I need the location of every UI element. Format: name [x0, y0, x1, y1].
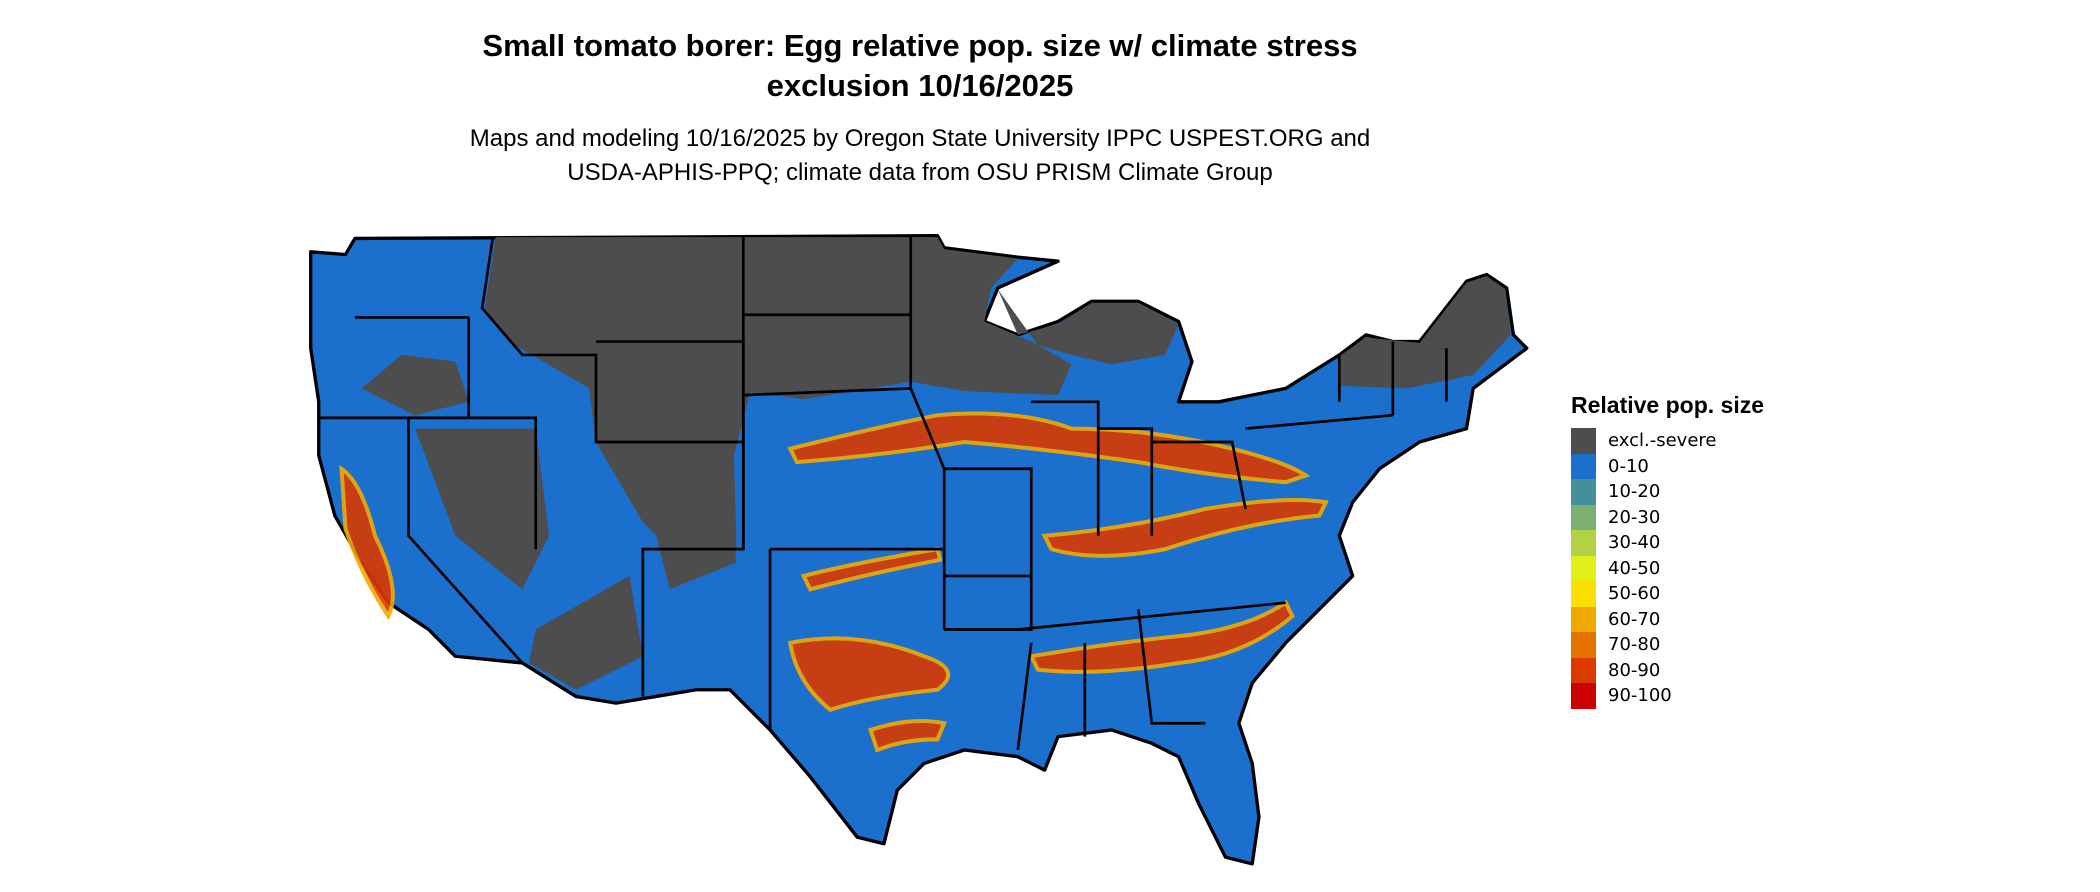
zone-gulf-coast [867, 718, 947, 753]
legend-items: excl.-severe 0-10 10-20 20-30 30-40 40-50 50-6… [1571, 428, 1764, 709]
legend-label: 10-20 [1608, 481, 1661, 503]
state-borders [318, 235, 1448, 751]
map-title-line1: Small tomato borer: Egg relative pop. si… [482, 28, 1358, 63]
excluded-southwest [529, 575, 643, 690]
legend-label: 0-10 [1608, 455, 1649, 477]
high-population-zones [339, 411, 1329, 753]
legend-item: 10-20 [1571, 479, 1764, 505]
legend-swatch [1571, 581, 1596, 607]
excluded-great-lakes [997, 289, 1179, 365]
zone-central-belt [787, 411, 1311, 485]
legend-item: 20-30 [1571, 504, 1764, 530]
legend: Relative pop. size excl.-severe 0-10 10-20… [1571, 392, 1764, 709]
legend-label: 40-50 [1608, 557, 1661, 579]
legend-swatch [1571, 428, 1596, 454]
legend-item: 30-40 [1571, 530, 1764, 556]
excluded-colorado-plateau [642, 455, 737, 590]
legend-swatch [1571, 683, 1596, 709]
legend-item: 90-100 [1571, 683, 1764, 709]
zone-ohio-valley [1041, 498, 1329, 558]
zone-deep-south [1028, 599, 1295, 674]
legend-label: 20-30 [1608, 506, 1661, 528]
legend-item: 50-60 [1571, 581, 1764, 607]
excluded-great-basin [415, 428, 550, 590]
legend-label: 80-90 [1608, 659, 1661, 681]
legend-swatch [1571, 453, 1596, 479]
legend-item: 40-50 [1571, 555, 1764, 581]
legend-label: excl.-severe [1608, 430, 1717, 452]
legend-item: 70-80 [1571, 632, 1764, 658]
legend-item: 0-10 [1571, 453, 1764, 479]
map-subtitle-line1: Maps and modeling 10/16/2025 by Oregon S… [469, 125, 1371, 152]
map-subtitle-line2: USDA-APHIS-PPQ; climate data from OSU PR… [567, 159, 1273, 186]
zone-oklahoma [800, 546, 943, 592]
legend-title: Relative pop. size [1571, 392, 1765, 418]
excluded-northwest [361, 354, 469, 416]
legend-item: 80-90 [1571, 657, 1764, 683]
legend-label: 50-60 [1608, 583, 1661, 605]
legend-label: 30-40 [1608, 532, 1661, 554]
legend-swatch [1571, 657, 1596, 683]
legend-label: 90-100 [1608, 685, 1672, 707]
legend-swatch [1571, 555, 1596, 581]
excluded-new-england [1339, 275, 1511, 389]
legend-swatch [1571, 479, 1596, 505]
legend-swatch [1571, 606, 1596, 632]
legend-item: excl.-severe [1571, 428, 1764, 454]
legend-swatch [1571, 530, 1596, 556]
legend-swatch [1571, 504, 1596, 530]
legend-swatch [1571, 632, 1596, 658]
legend-item: 60-70 [1571, 606, 1764, 632]
zone-texas [787, 636, 951, 713]
map-title-line2: exclusion 10/16/2025 [766, 68, 1074, 103]
zone-california [339, 464, 395, 621]
legend-label: 60-70 [1608, 608, 1661, 630]
legend-label: 70-80 [1608, 634, 1661, 656]
